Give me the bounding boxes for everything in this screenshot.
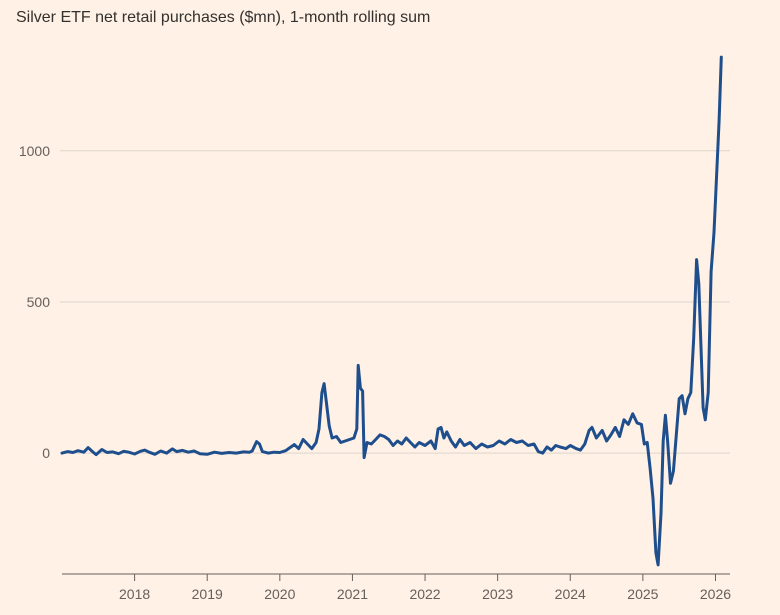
series-line-0 (60, 55, 723, 567)
x-tick-label: 2019 (192, 586, 223, 602)
x-tick-label: 2021 (337, 586, 368, 602)
series-lines (60, 55, 723, 567)
y-tick-label: 1000 (19, 143, 50, 159)
x-axis-ticks: 2018 2019 2020 2021 2022 2023 2024 2025 2026 (119, 574, 731, 602)
x-tick-label: 2022 (409, 586, 440, 602)
chart-title: Silver ETF net retail purchases ($mn), 1… (16, 9, 431, 26)
x-tick-label: 2026 (700, 586, 731, 602)
x-tick-label: 2023 (482, 586, 513, 602)
x-tick-label: 2018 (119, 586, 150, 602)
gridlines (60, 150, 730, 454)
x-tick-label: 2020 (264, 586, 295, 602)
x-tick-label: 2024 (555, 586, 586, 602)
y-axis-ticks: 0 500 1000 (19, 143, 50, 461)
x-tick-label: 2025 (627, 586, 658, 602)
y-tick-label: 0 (42, 445, 50, 461)
y-tick-label: 500 (27, 294, 51, 310)
